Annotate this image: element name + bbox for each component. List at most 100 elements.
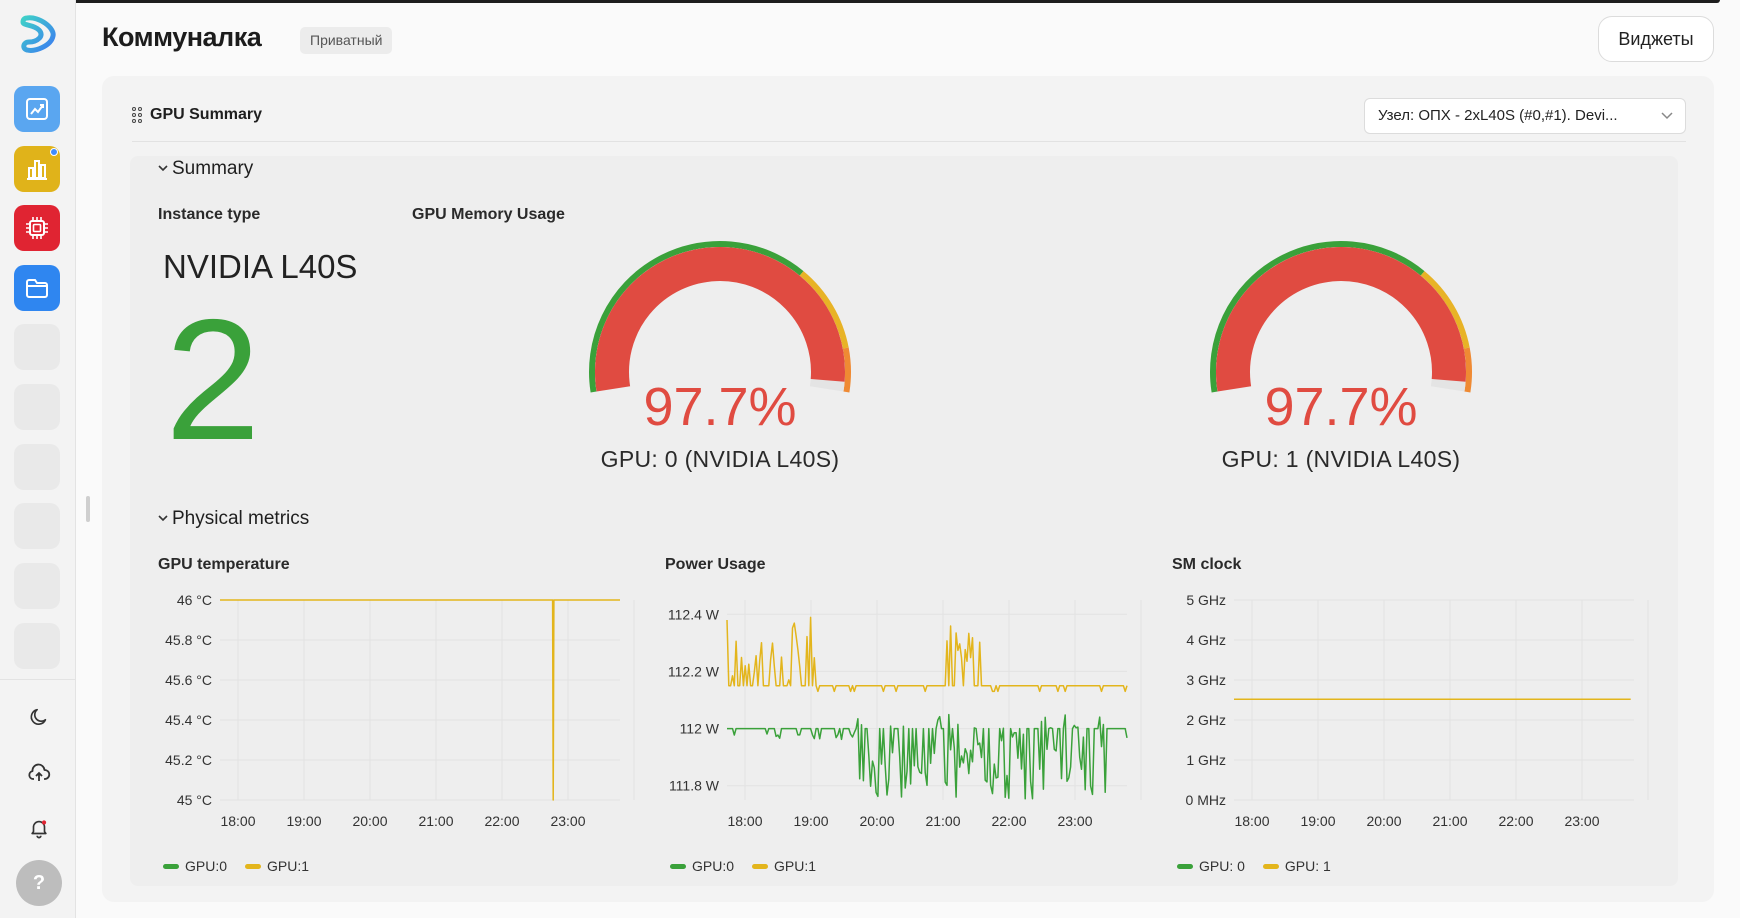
gauge-label: GPU: 1 (NVIDIA L40S) [1221,446,1461,472]
sm-clock-chart: 18:00 19:00 20:00 21:00 22:00 23:00 0 MHz 1 GHz… [1172,588,1649,848]
series-line [726,616,1128,693]
y-tick-label: 112.2 W [668,663,720,679]
gauge-threshold-green [589,241,804,393]
chevron-down-icon [158,162,168,176]
chart-legend: GPU:0 GPU:1 [670,858,816,874]
y-tick-label: 111.8 W [669,778,720,794]
x-tick-label: 22:00 [1498,813,1533,829]
cloud-upload-icon [28,763,51,781]
legend-item[interactable]: GPU:0 [670,858,734,874]
legend-item[interactable]: GPU: 1 [1262,858,1331,874]
instance-count-value: 2 [165,284,261,476]
panel-divider [132,141,1686,142]
physical-metrics-section-toggle[interactable]: Physical metrics [158,508,309,530]
panel-header: GPU Summary [132,106,262,124]
app-logo[interactable] [19,14,57,54]
chart-title: SM clock [1172,556,1242,573]
x-tick-label: 21:00 [925,813,960,829]
sidebar-item-placeholder[interactable] [14,563,60,609]
gauge-value: 97.7% [643,377,797,437]
y-tick-label: 112.4 W [668,606,720,622]
sidebar-item-chip[interactable] [14,205,60,251]
privacy-badge: Приватный [300,27,393,54]
series-line [220,599,620,801]
x-tick-label: 21:00 [1432,813,1467,829]
window-top-edge [20,0,1720,3]
y-tick-label: 45 °C [177,792,212,808]
x-tick-label: 20:00 [1366,813,1401,829]
x-tick-label: 19:00 [1300,813,1335,829]
gpu-memory-label: GPU Memory Usage [412,206,565,223]
series-line [727,713,1128,800]
chart-legend: GPU:0 GPU:1 [163,858,309,874]
legend-item[interactable]: GPU:1 [245,858,309,874]
x-tick-label: 19:00 [286,813,321,829]
chart-legend: GPU: 0 GPU: 1 [1177,858,1331,874]
y-tick-label: 45.8 °C [165,632,212,648]
y-tick-label: 0 MHz [1186,792,1226,808]
widgets-button[interactable]: Виджеты [1598,16,1714,62]
bell-icon [31,820,47,839]
x-tick-label: 20:00 [859,813,894,829]
gauge-value: 97.7% [1264,377,1418,437]
legend-item[interactable]: GPU:0 [163,858,227,874]
summary-heading: Summary [172,158,254,179]
gauge-value-arc [595,247,845,392]
notifications-button[interactable] [24,813,54,843]
bar-chart-icon [27,160,47,180]
y-tick-label: 45.6 °C [165,672,212,688]
gauge-label: GPU: 0 (NVIDIA L40S) [600,446,840,472]
y-tick-label: 2 GHz [1186,712,1226,728]
instance-type-label: Instance type [158,206,261,223]
sidebar-item-placeholder[interactable] [14,503,60,549]
chip-icon [26,217,48,239]
sidebar-item-placeholder[interactable] [14,384,60,430]
summary-section-toggle[interactable]: Summary [158,158,253,180]
gauge-threshold-green [1210,241,1425,393]
sidebar-resize-handle[interactable] [86,496,90,522]
legend-item[interactable]: GPU: 0 [1177,858,1245,874]
gauge-threshold-orange [1463,347,1472,393]
gauge-value-arc [1216,247,1466,392]
chevron-down-icon [1661,99,1673,133]
notification-dot [50,148,58,156]
sidebar: ? [0,0,76,918]
page-title: Коммуналка [102,22,262,52]
drag-handle-icon[interactable] [132,107,142,123]
x-tick-label: 19:00 [793,813,828,829]
sidebar-item-analytics[interactable] [14,86,60,132]
chart-title: Power Usage [665,556,766,573]
sidebar-item-placeholder[interactable] [14,324,60,370]
x-tick-label: 22:00 [484,813,519,829]
sidebar-item-folder[interactable] [14,265,60,311]
x-tick-label: 20:00 [352,813,387,829]
y-tick-label: 46 °C [177,592,212,608]
theme-toggle[interactable] [24,702,54,732]
node-select-value: Узел: ОПХ - 2xL40S (#0,#1). Devi... [1378,107,1618,124]
upload-button[interactable] [24,758,54,788]
x-tick-label: 23:00 [1564,813,1599,829]
sidebar-item-placeholder[interactable] [14,623,60,669]
x-tick-label: 22:00 [991,813,1026,829]
panel-title: GPU Summary [150,106,263,123]
sidebar-item-bar-chart[interactable] [14,146,60,192]
node-select[interactable]: Узел: ОПХ - 2xL40S (#0,#1). Devi... [1364,98,1686,134]
moon-icon [30,708,47,725]
x-tick-label: 18:00 [727,813,762,829]
sidebar-divider [0,679,76,680]
y-tick-label: 1 GHz [1186,752,1226,768]
sidebar-item-placeholder[interactable] [14,444,60,490]
physical-metrics-heading: Physical metrics [172,508,310,529]
legend-item[interactable]: GPU:1 [752,858,816,874]
x-tick-label: 23:00 [550,813,585,829]
folder-icon [26,279,48,298]
instance-type-value: NVIDIA L40S [163,248,358,285]
y-tick-label: 45.4 °C [165,712,212,728]
help-button[interactable]: ? [16,860,62,906]
chevron-down-icon [158,512,168,526]
gauge-threshold-yellow [799,271,849,349]
x-tick-label: 21:00 [418,813,453,829]
chart-title: GPU temperature [158,556,290,573]
y-tick-label: 112 W [680,721,720,737]
gpu-0-memory-gauge: 97.7% GPU: 0 (NVIDIA L40S) [565,240,875,480]
